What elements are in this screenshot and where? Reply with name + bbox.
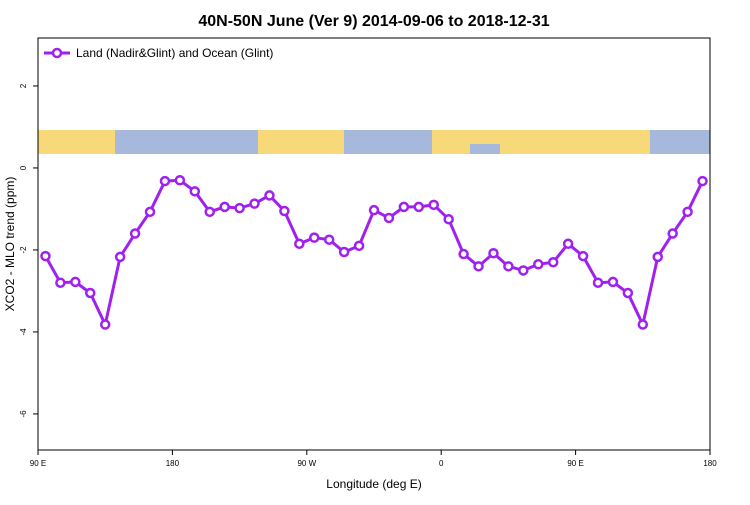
data-point xyxy=(323,234,335,245)
map-strip xyxy=(38,130,710,154)
x-tick-label: 0 xyxy=(439,459,444,468)
data-point xyxy=(443,213,454,225)
legend-label: Land (Nadir&Glint) and Ocean (Glint) xyxy=(76,46,273,60)
y-axis-label: XCO2 - MLO trend (ppm) xyxy=(3,177,17,312)
data-point xyxy=(353,240,365,252)
data-point xyxy=(85,287,96,299)
data-point xyxy=(40,250,51,262)
x-tick-label: 180 xyxy=(166,459,180,468)
data-point xyxy=(607,276,619,288)
data-point xyxy=(518,265,529,276)
y-tick-label: -4 xyxy=(19,328,28,336)
data-point xyxy=(55,277,66,288)
data-point xyxy=(70,276,81,288)
data-point xyxy=(622,287,634,299)
data-point xyxy=(219,201,230,213)
data-point xyxy=(294,238,305,250)
y-tick-label: 2 xyxy=(19,83,28,88)
x-tick-label: 90 W xyxy=(297,459,316,468)
data-point xyxy=(234,202,245,214)
data-point xyxy=(159,175,171,187)
data-point xyxy=(174,175,186,186)
data-point xyxy=(204,206,215,218)
data-point xyxy=(114,251,126,263)
data-point xyxy=(99,319,111,330)
data-point xyxy=(338,246,350,258)
data-point xyxy=(533,259,544,270)
data-point xyxy=(144,206,156,218)
x-tick-label: 180 xyxy=(703,459,717,468)
data-point xyxy=(473,261,484,272)
data-point xyxy=(682,206,693,218)
data-point xyxy=(697,175,708,187)
x-axis-label: Longitude (deg E) xyxy=(326,477,421,491)
data-point xyxy=(488,247,499,259)
data-point xyxy=(577,250,589,262)
data-point xyxy=(249,198,260,209)
x-tick-label: 90 E xyxy=(30,459,46,468)
data-point xyxy=(398,201,410,213)
data-point xyxy=(667,228,678,239)
data-point xyxy=(652,251,663,263)
data-point xyxy=(592,277,604,288)
data-line xyxy=(44,178,704,330)
data-point xyxy=(637,319,649,330)
data-point xyxy=(264,190,275,201)
legend-marker xyxy=(51,47,63,59)
data-point xyxy=(383,212,395,224)
data-point xyxy=(129,228,141,239)
data-point xyxy=(413,201,425,213)
x-tick-label: 90 E xyxy=(567,459,583,468)
plot-frame xyxy=(37,37,711,451)
data-point xyxy=(547,256,559,268)
data-point xyxy=(562,238,574,250)
data-point xyxy=(503,261,514,272)
data-point xyxy=(309,232,320,243)
y-tick-label: -2 xyxy=(19,246,28,254)
y-tick-label: -6 xyxy=(19,410,28,418)
data-point xyxy=(279,205,290,217)
data-point xyxy=(458,248,469,260)
data-point xyxy=(189,186,201,197)
data-point xyxy=(428,199,439,211)
y-tick-label: 0 xyxy=(19,165,28,170)
data-point xyxy=(368,204,380,216)
chart-title: 40N-50N June (Ver 9) 2014-09-06 to 2018-… xyxy=(198,13,549,30)
